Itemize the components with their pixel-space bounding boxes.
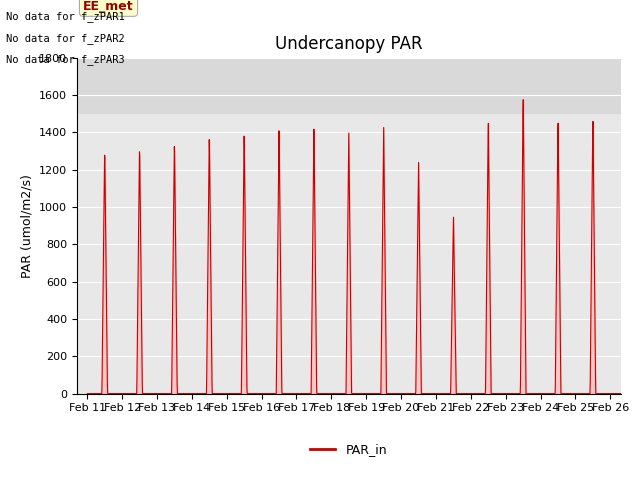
Y-axis label: PAR (umol/m2/s): PAR (umol/m2/s) <box>20 174 33 277</box>
Bar <box>77 58 621 114</box>
Text: No data for f_zPAR3: No data for f_zPAR3 <box>6 54 125 65</box>
Text: EE_met: EE_met <box>83 0 134 12</box>
Legend: PAR_in: PAR_in <box>305 438 392 461</box>
Title: Undercanopy PAR: Undercanopy PAR <box>275 35 422 53</box>
Text: No data for f_zPAR1: No data for f_zPAR1 <box>6 11 125 22</box>
Text: No data for f_zPAR2: No data for f_zPAR2 <box>6 33 125 44</box>
